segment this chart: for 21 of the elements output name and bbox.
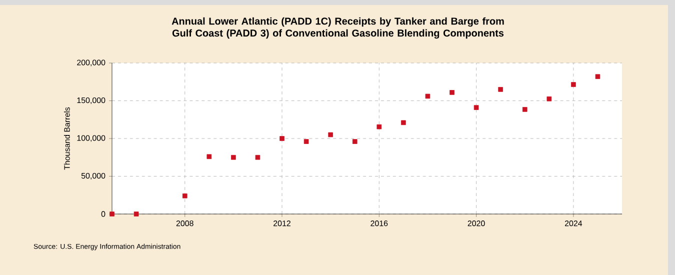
point <box>182 193 188 198</box>
point <box>425 94 430 99</box>
point <box>401 120 406 126</box>
point <box>522 107 528 112</box>
point <box>304 139 309 144</box>
point <box>498 87 503 92</box>
point <box>328 132 333 138</box>
point <box>595 74 600 79</box>
point <box>450 90 454 95</box>
point <box>110 212 114 216</box>
point <box>474 105 479 110</box>
point <box>280 136 284 141</box>
point <box>571 82 576 87</box>
chart-title: Annual Lower Atlantic (PADD 1C) Receipts by Tanker and Barge from Gulf Coast (PADD 3) of Conventional Gasoline Blending Components <box>172 17 504 39</box>
point <box>376 124 382 130</box>
point <box>546 96 552 102</box>
point <box>352 139 358 144</box>
point <box>206 154 212 160</box>
point <box>231 154 236 160</box>
point <box>255 154 260 160</box>
point <box>134 212 139 216</box>
